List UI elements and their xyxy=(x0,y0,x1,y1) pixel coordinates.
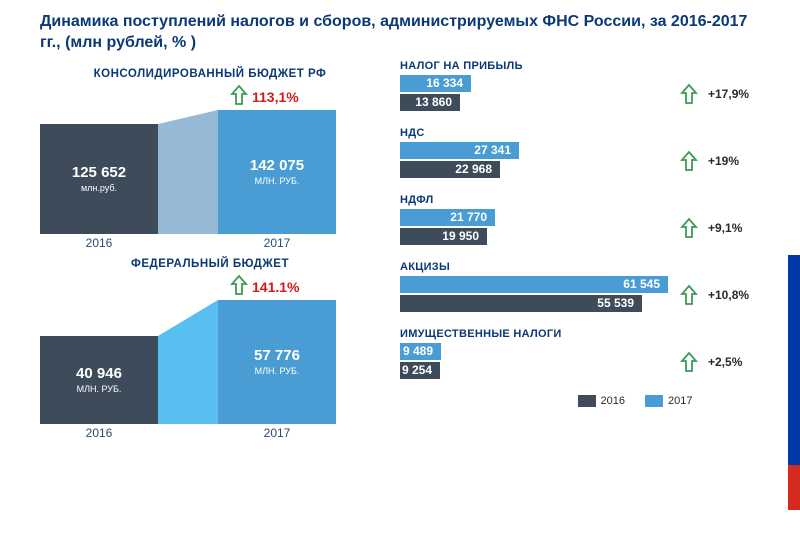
right-column: НАЛОГ НА ПРИБЫЛЬ 16 334 13 860 +17,9% НД… xyxy=(380,60,760,440)
bar-2016: 22 968 xyxy=(400,161,500,178)
legend-2016: 2016 xyxy=(578,395,625,407)
year-2017-label: 2017 xyxy=(218,426,336,440)
bar-2017-value: 27 341 xyxy=(474,143,511,157)
bar-2017: 61 545 xyxy=(400,276,668,293)
bar-2016-value: 125 652 xyxy=(40,164,158,181)
arrow-up-icon xyxy=(678,83,700,105)
bar-2016-value: 19 950 xyxy=(442,229,479,243)
content-area: КОНСОЛИДИРОВАННЫЙ БЮДЖЕТ РФ 113,1% 125 6… xyxy=(0,60,800,440)
consolidated-budget-chart: КОНСОЛИДИРОВАННЫЙ БЮДЖЕТ РФ 113,1% 125 6… xyxy=(40,68,380,250)
arrow-up-icon xyxy=(678,284,700,306)
bar-2016-value: 13 860 xyxy=(415,95,452,109)
growth-pct: +10,8% xyxy=(708,288,749,302)
bar-2016-value: 40 946 xyxy=(40,365,158,382)
bar-2017: 57 776 МЛН. РУБ. xyxy=(218,300,336,424)
year-axis: 2016 2017 xyxy=(40,236,380,250)
bar-2017: 9 489 xyxy=(400,343,441,360)
flag-red xyxy=(788,465,800,510)
bar-2017-unit: МЛН. РУБ. xyxy=(218,176,336,186)
growth-pct: +2,5% xyxy=(708,355,742,369)
tax-group: НАЛОГ НА ПРИБЫЛЬ 16 334 13 860 +17,9% xyxy=(400,60,760,113)
bar-2016: 13 860 xyxy=(400,94,460,111)
legend-2017: 2017 xyxy=(645,395,692,407)
year-2017-label: 2017 xyxy=(218,236,336,250)
year-axis: 2016 2017 xyxy=(40,426,380,440)
left-column: КОНСОЛИДИРОВАННЫЙ БЮДЖЕТ РФ 113,1% 125 6… xyxy=(40,60,380,440)
bar-2016: 55 539 xyxy=(400,295,642,312)
tax-bars: 21 770 19 950 xyxy=(400,209,670,247)
bar-2017-value: 9 489 xyxy=(403,344,433,358)
bar-2016-value: 55 539 xyxy=(597,296,634,310)
tax-name: НДФЛ xyxy=(400,194,760,206)
flag-white xyxy=(788,150,800,255)
legend-swatch-2016 xyxy=(578,395,596,407)
bar-2016-value: 9 254 xyxy=(402,363,432,377)
tax-bars: 9 489 9 254 xyxy=(400,343,670,381)
tax-group: НДС 27 341 22 968 +19% xyxy=(400,127,760,180)
bar-2017: 27 341 xyxy=(400,142,519,159)
arrow-up-icon xyxy=(678,351,700,373)
year-2016-label: 2016 xyxy=(40,236,158,250)
legend-label-2016: 2016 xyxy=(601,395,625,407)
chart-title: Динамика поступлений налогов и сборов, а… xyxy=(0,0,800,60)
flag-blue xyxy=(788,255,800,465)
growth-pct: +19% xyxy=(708,154,739,168)
tax-name: АКЦИЗЫ xyxy=(400,261,760,273)
arrow-up-icon xyxy=(678,150,700,172)
bar-2017-value: 57 776 xyxy=(218,347,336,364)
year-2016-label: 2016 xyxy=(40,426,158,440)
russia-flag-accent xyxy=(788,150,800,510)
arrow-up-icon xyxy=(678,217,700,239)
tax-group: НДФЛ 21 770 19 950 +9,1% xyxy=(400,194,760,247)
bar-2016-unit: МЛН. РУБ. xyxy=(40,384,158,394)
tax-name: НДС xyxy=(400,127,760,139)
growth-pct: +9,1% xyxy=(708,221,742,235)
tax-bars: 61 545 55 539 xyxy=(400,276,670,314)
federal-budget-chart: ФЕДЕРАЛЬНЫЙ БЮДЖЕТ 141.1% 40 946 МЛН. РУ… xyxy=(40,258,380,440)
bar-2017-unit: МЛН. РУБ. xyxy=(218,366,336,376)
tax-bars: 16 334 13 860 xyxy=(400,75,670,113)
tax-bars: 27 341 22 968 xyxy=(400,142,670,180)
bar-2017-value: 16 334 xyxy=(426,76,463,90)
legend-swatch-2017 xyxy=(645,395,663,407)
funnel-title: ФЕДЕРАЛЬНЫЙ БЮДЖЕТ xyxy=(40,258,380,270)
bar-2016: 19 950 xyxy=(400,228,487,245)
tax-group: АКЦИЗЫ 61 545 55 539 +10,8% xyxy=(400,261,760,314)
tax-name: ИМУЩЕСТВЕННЫЕ НАЛОГИ xyxy=(400,328,760,340)
growth-pct: +17,9% xyxy=(708,87,749,101)
bar-2016: 9 254 xyxy=(400,362,440,379)
funnel-title: КОНСОЛИДИРОВАННЫЙ БЮДЖЕТ РФ xyxy=(40,68,380,80)
bar-2016-value: 22 968 xyxy=(455,162,492,176)
legend-label-2017: 2017 xyxy=(668,395,692,407)
legend: 2016 2017 xyxy=(400,395,760,407)
bar-2017: 142 075 МЛН. РУБ. xyxy=(218,110,336,234)
bar-2017-value: 61 545 xyxy=(623,277,660,291)
bar-2016: 40 946 МЛН. РУБ. xyxy=(40,336,158,424)
bar-2017-value: 142 075 xyxy=(218,157,336,174)
tax-name: НАЛОГ НА ПРИБЫЛЬ xyxy=(400,60,760,72)
bar-2017-value: 21 770 xyxy=(450,210,487,224)
bar-2016-unit: млн.руб. xyxy=(40,183,158,193)
bar-2017: 16 334 xyxy=(400,75,471,92)
bar-2016: 125 652 млн.руб. xyxy=(40,124,158,234)
tax-group: ИМУЩЕСТВЕННЫЕ НАЛОГИ 9 489 9 254 +2,5% xyxy=(400,328,760,381)
bar-2017: 21 770 xyxy=(400,209,495,226)
